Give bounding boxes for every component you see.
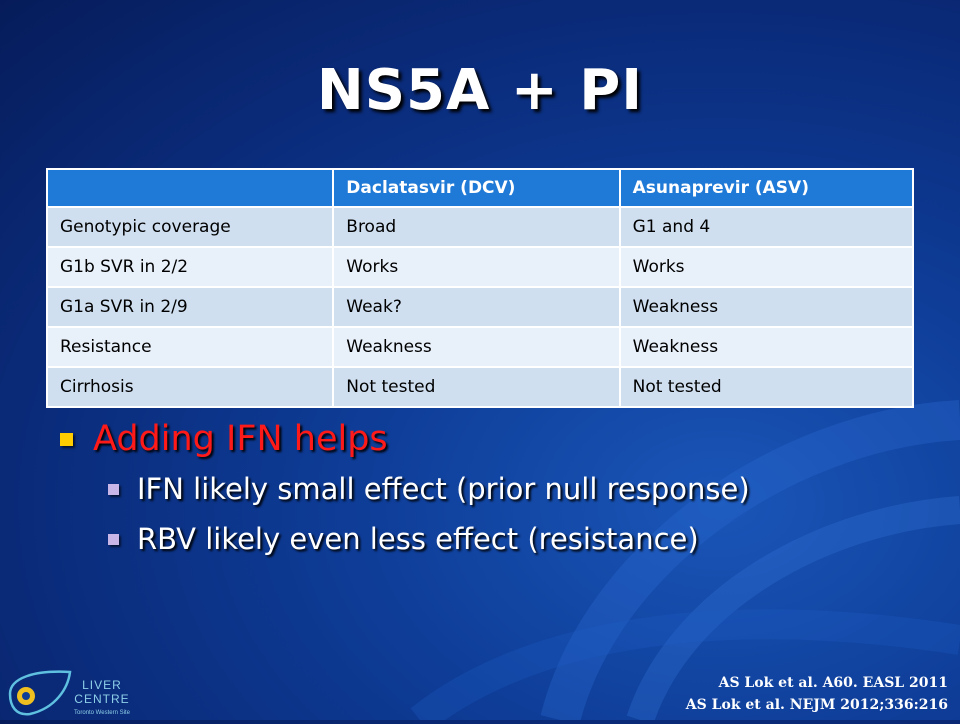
logo-text: LIVER CENTRE Toronto Western Site xyxy=(74,678,130,720)
row-label: Genotypic coverage xyxy=(45,206,335,248)
sub-bullet-text: IFN likely small effect (prior null resp… xyxy=(137,472,750,506)
liver-icon xyxy=(8,670,72,716)
comparison-table: Daclatasvir (DCV) Asunaprevir (ASV) Geno… xyxy=(45,168,915,408)
table-cell: Works xyxy=(618,246,915,288)
bullet-list: Adding IFN helps IFN likely small effect… xyxy=(60,414,750,564)
table-cell: Not tested xyxy=(618,366,915,408)
logo-line-centre: CENTRE xyxy=(74,692,130,706)
row-label: G1a SVR in 2/9 xyxy=(45,286,335,328)
slide-title: NS5A + PI xyxy=(316,58,644,123)
table-cell: Works xyxy=(332,246,621,288)
table-cell: Weakness xyxy=(332,326,621,368)
row-label: Cirrhosis xyxy=(45,366,335,408)
table-cell: Broad xyxy=(332,206,621,248)
sub-bullet-text: RBV likely even less effect (resistance) xyxy=(137,522,699,556)
square-bullet-icon xyxy=(60,432,73,446)
table-cell: Not tested xyxy=(332,366,621,408)
table-cell: Weakness xyxy=(618,326,915,368)
table-cell: Weak? xyxy=(332,286,621,328)
table-cell: G1 and 4 xyxy=(618,206,915,248)
logo-line-site: Toronto Western Site xyxy=(74,710,130,716)
table-row: Cirrhosis Not tested Not tested xyxy=(45,366,915,408)
reference-line: AS Lok et al. A60. EASL 2011 xyxy=(718,675,948,691)
table-header-row: Daclatasvir (DCV) Asunaprevir (ASV) xyxy=(45,168,915,208)
main-bullet: Adding IFN helps xyxy=(60,414,750,464)
reference-line: AS Lok et al. NEJM 2012;336:216 xyxy=(685,697,948,713)
table-row: G1a SVR in 2/9 Weak? Weakness xyxy=(45,286,915,328)
logo-line-liver: LIVER xyxy=(82,678,122,692)
row-label: Resistance xyxy=(45,326,335,368)
sub-bullet: IFN likely small effect (prior null resp… xyxy=(108,464,750,514)
liver-centre-logo xyxy=(4,664,134,720)
table-row: Resistance Weakness Weakness xyxy=(45,326,915,368)
references: AS Lok et al. A60. EASL 2011 AS Lok et a… xyxy=(686,672,948,716)
square-bullet-icon xyxy=(108,483,119,495)
header-cell-empty xyxy=(45,168,335,208)
row-label: G1b SVR in 2/2 xyxy=(45,246,335,288)
sub-bullet: RBV likely even less effect (resistance) xyxy=(108,514,750,564)
table-cell: Weakness xyxy=(618,286,915,328)
table-row: G1b SVR in 2/2 Works Works xyxy=(45,246,915,288)
header-cell-daclatasvir: Daclatasvir (DCV) xyxy=(332,168,621,208)
square-bullet-icon xyxy=(108,533,119,545)
main-bullet-text: Adding IFN helps xyxy=(93,419,388,459)
header-cell-asunaprevir: Asunaprevir (ASV) xyxy=(618,168,915,208)
table-row: Genotypic coverage Broad G1 and 4 xyxy=(45,206,915,248)
